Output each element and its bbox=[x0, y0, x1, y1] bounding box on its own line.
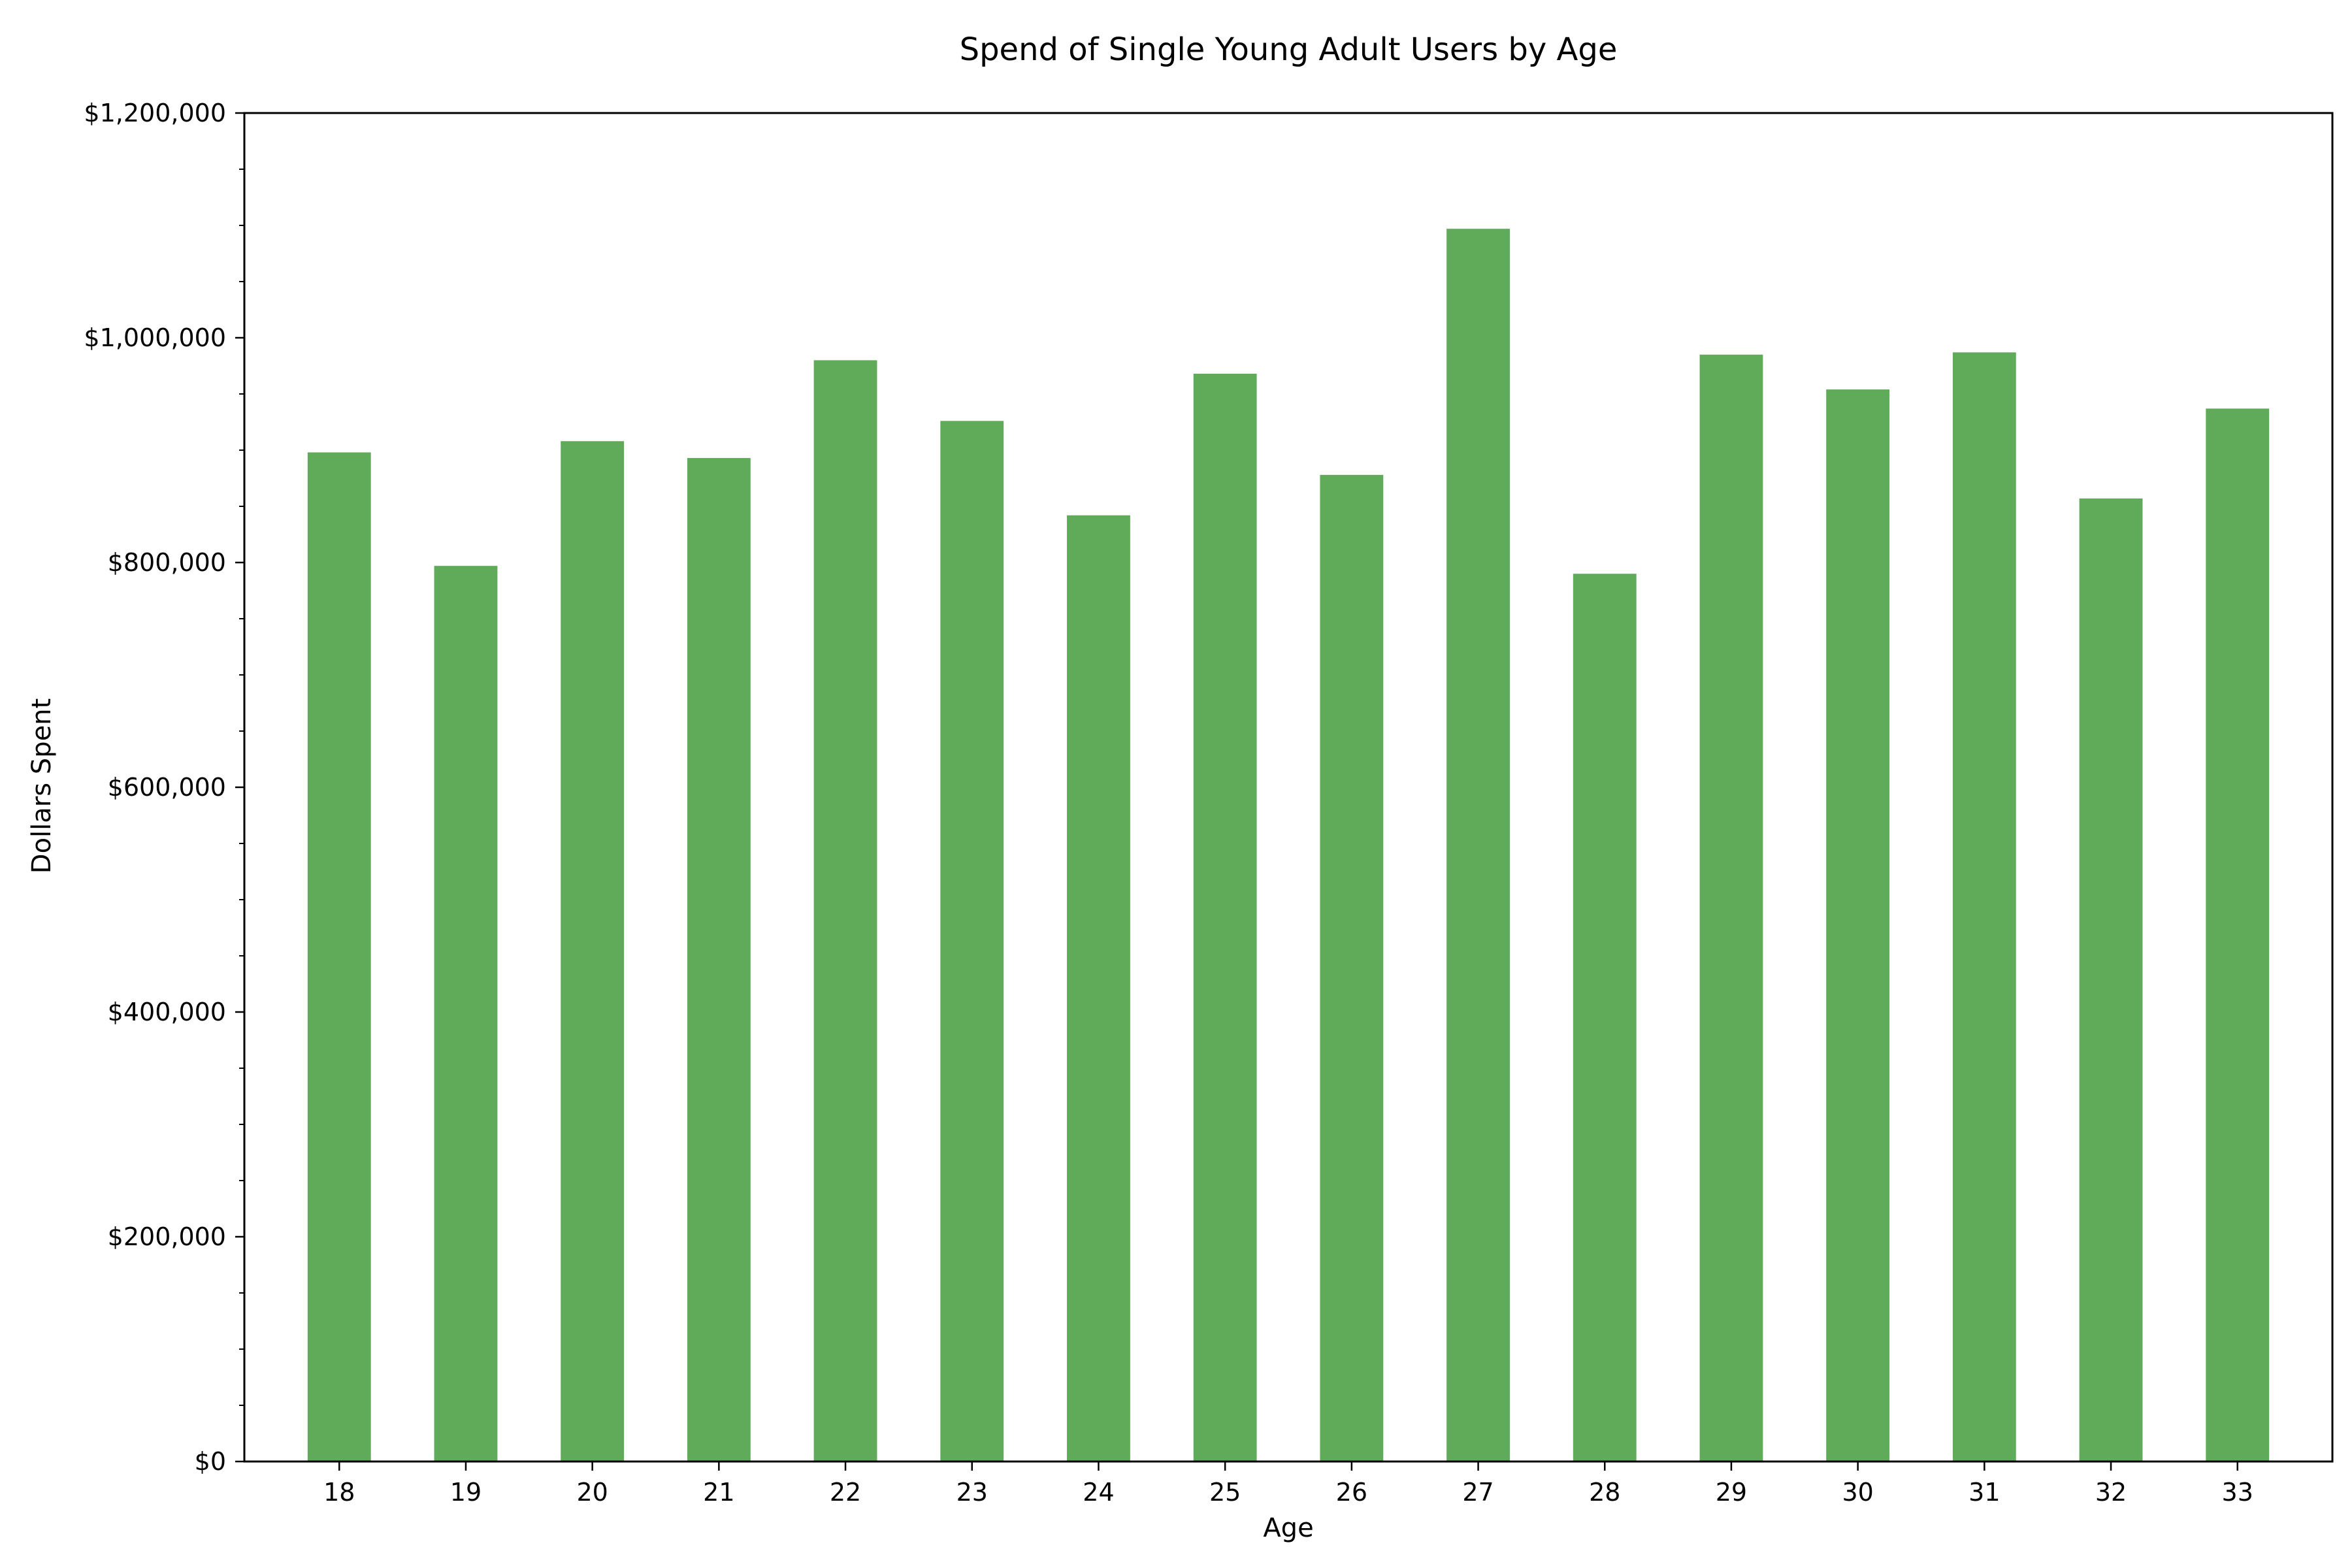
bar-27 bbox=[1446, 229, 1510, 1462]
bar-22 bbox=[813, 360, 877, 1462]
bar-30 bbox=[1826, 389, 1890, 1462]
bar-24 bbox=[1067, 515, 1130, 1462]
y-tick-label: $600,000 bbox=[108, 773, 226, 802]
bar-21 bbox=[687, 458, 751, 1462]
y-axis: $0 $200,000 $400,000 $600,000 $800,000 $1,000… bbox=[84, 99, 244, 1476]
x-axis: 18 19 20 21 22 23 24 25 26 27 28 29 30 31 32 33 bbox=[323, 1462, 2253, 1507]
y-tick-label: $0 bbox=[195, 1447, 226, 1476]
x-tick-label: 28 bbox=[1589, 1478, 1620, 1507]
x-tick-label: 31 bbox=[1968, 1478, 2000, 1507]
bars-group bbox=[307, 229, 2270, 1462]
x-tick-label: 26 bbox=[1336, 1478, 1367, 1507]
y-tick-label: $1,200,000 bbox=[84, 99, 226, 127]
x-tick-label: 24 bbox=[1083, 1478, 1114, 1507]
bar-19 bbox=[434, 566, 498, 1462]
x-tick-label: 18 bbox=[323, 1478, 355, 1507]
bar-25 bbox=[1193, 374, 1257, 1462]
x-tick-label: 19 bbox=[450, 1478, 482, 1507]
bar-29 bbox=[1699, 354, 1763, 1462]
y-axis-label: Dollars Spent bbox=[27, 698, 57, 874]
y-tick-label: $400,000 bbox=[108, 998, 226, 1026]
y-tick-label: $1,000,000 bbox=[84, 323, 226, 352]
bar-33 bbox=[2206, 408, 2270, 1462]
bar-26 bbox=[1320, 474, 1384, 1462]
bar-23 bbox=[940, 421, 1004, 1462]
bar-28 bbox=[1573, 574, 1637, 1462]
x-tick-label: 33 bbox=[2222, 1478, 2253, 1507]
x-tick-label: 20 bbox=[576, 1478, 608, 1507]
bar-20 bbox=[561, 441, 625, 1462]
bar-32 bbox=[2079, 498, 2143, 1462]
bar-18 bbox=[307, 452, 371, 1462]
x-tick-label: 22 bbox=[830, 1478, 861, 1507]
plot-frame bbox=[243, 112, 2334, 1463]
x-tick-label: 25 bbox=[1209, 1478, 1241, 1507]
x-tick-label: 30 bbox=[1842, 1478, 1873, 1507]
y-tick-label: $200,000 bbox=[108, 1222, 226, 1251]
x-tick-label: 23 bbox=[956, 1478, 988, 1507]
chart-title: Spend of Single Young Adult Users by Age bbox=[960, 31, 1618, 68]
x-axis-label: Age bbox=[1263, 1513, 1313, 1543]
x-tick-label: 29 bbox=[1716, 1478, 1747, 1507]
y-tick-label: $800,000 bbox=[108, 548, 226, 577]
bar-31 bbox=[1952, 352, 2016, 1462]
x-tick-label: 27 bbox=[1462, 1478, 1494, 1507]
x-tick-label: 21 bbox=[703, 1478, 734, 1507]
x-tick-label: 32 bbox=[2095, 1478, 2127, 1507]
